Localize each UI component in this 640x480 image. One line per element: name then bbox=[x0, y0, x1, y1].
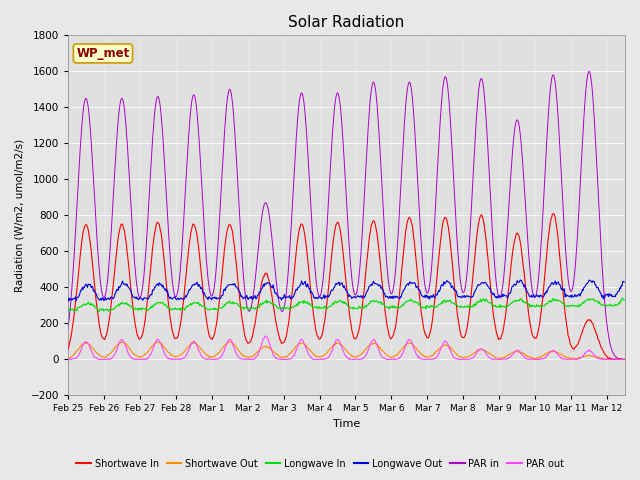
Legend: Shortwave In, Shortwave Out, Longwave In, Longwave Out, PAR in, PAR out: Shortwave In, Shortwave Out, Longwave In… bbox=[72, 455, 568, 473]
Y-axis label: Radiation (W/m2, umol/m2/s): Radiation (W/m2, umol/m2/s) bbox=[15, 139, 25, 292]
Title: Solar Radiation: Solar Radiation bbox=[289, 15, 404, 30]
X-axis label: Time: Time bbox=[333, 419, 360, 429]
Text: WP_met: WP_met bbox=[76, 47, 129, 60]
